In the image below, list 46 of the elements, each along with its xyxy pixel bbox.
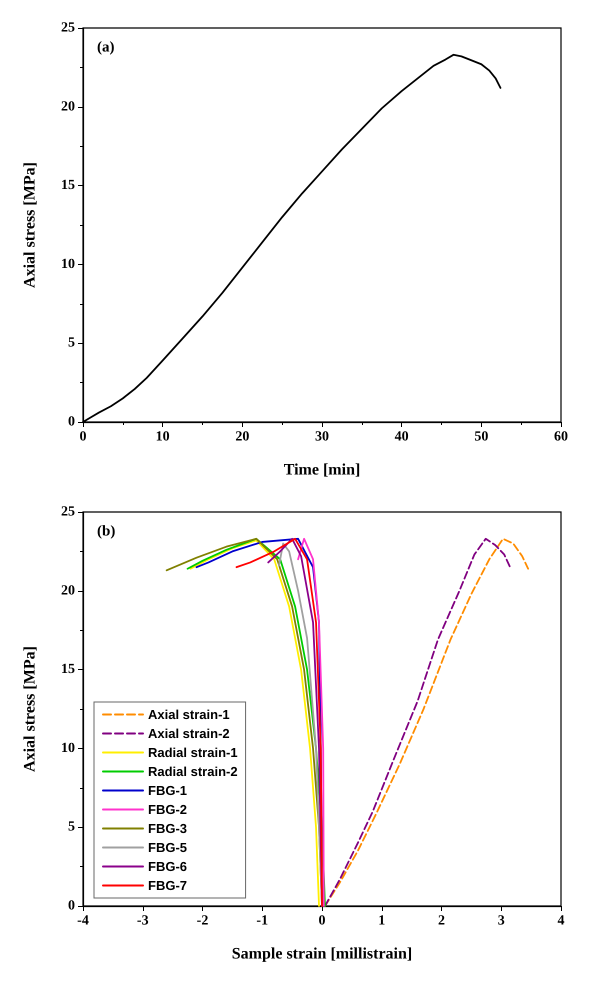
x-tick-label: -1 [256, 914, 268, 928]
line-series [236, 538, 323, 907]
y-tick-label: 10 [61, 256, 75, 272]
y-axis-title: Axial stress [MPa] [22, 162, 38, 288]
y-tick-label: 25 [61, 504, 75, 520]
x-tick-label: 4 [558, 914, 564, 928]
x-tick-label: 1 [378, 914, 386, 928]
x-tick-label: 30 [315, 430, 329, 444]
y-tick-label: 5 [68, 336, 75, 351]
x-tick-label: -2 [196, 914, 208, 928]
x-tick-label: 50 [474, 430, 488, 444]
x-axis-title: Sample strain [millistrain] [232, 946, 412, 962]
y-tick-label: 15 [61, 662, 75, 678]
y-tick-label: 5 [68, 820, 75, 835]
y-tick-label: 15 [61, 178, 75, 194]
annotation: (b) [97, 524, 116, 540]
x-tick-label: 3 [498, 914, 505, 928]
legend-label: FBG-3 [148, 821, 187, 836]
x-tick-label: 10 [156, 430, 170, 444]
x-tick-label: -4 [77, 914, 89, 928]
legend-label: Axial strain-2 [148, 726, 230, 741]
legend-label: FBG-5 [148, 840, 187, 855]
legend-label: FBG-1 [148, 783, 187, 798]
y-tick-label: 25 [61, 20, 75, 36]
line-series [297, 538, 325, 907]
y-tick-label: 20 [61, 99, 75, 114]
x-tick-label: 0 [80, 430, 86, 444]
legend-label: FBG-6 [148, 859, 187, 874]
legend-label: FBG-2 [148, 802, 187, 817]
y-tick-label: 10 [61, 740, 75, 756]
x-axis-title: Time [min] [284, 462, 360, 478]
y-tick-label: 0 [68, 414, 75, 430]
legend-label: Radial strain-2 [148, 764, 238, 779]
x-tick-label: 0 [318, 914, 326, 928]
x-tick-label: 40 [394, 430, 409, 444]
x-tick-label: 20 [235, 430, 250, 444]
legend-label: FBG-7 [148, 878, 187, 893]
x-tick-label: -3 [136, 914, 149, 928]
legend-label: Radial strain-1 [148, 745, 238, 760]
x-tick-label: 2 [438, 914, 445, 928]
legend-label: Axial strain-1 [148, 707, 230, 722]
y-tick-label: 20 [61, 583, 75, 598]
y-axis-title: Axial stress [MPa] [22, 646, 38, 772]
annotation: (a) [97, 40, 114, 56]
x-tick-label: 60 [554, 430, 568, 444]
y-tick-label: 0 [68, 898, 75, 914]
